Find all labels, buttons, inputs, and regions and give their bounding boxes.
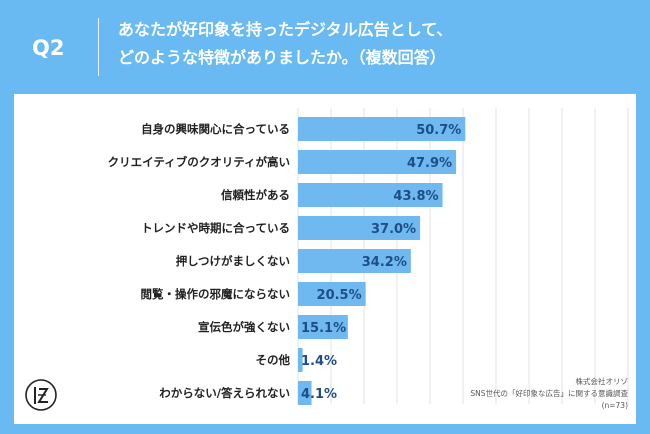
bar [298,117,466,141]
data-label: 47.9% [407,156,452,171]
data-label: 34.2% [362,255,407,270]
data-label: 1.4% [301,354,337,369]
source-sample-size: (n=73) [601,401,628,410]
data-label: 37.0% [371,222,416,237]
question-header: Q2 あなたが好印象を持ったデジタル広告として、 どのような特徴がありましたか。… [0,0,650,90]
bar [298,381,312,405]
question-title: あなたが好印象を持ったデジタル広告として、 どのような特徴がありましたか。（複数… [118,16,452,72]
data-label: 4.1% [301,387,337,402]
source-company: 株式会社オリゾ [575,377,629,386]
question-title-line-2: どのような特徴がありましたか。（複数回答） [118,48,446,67]
bar [298,315,348,339]
category-label: 信頼性がある [221,188,290,202]
category-label: クリエイティブのクオリティが高い [108,155,290,169]
category-label: 押しつけがましくない [176,254,290,268]
company-logo [24,378,58,412]
data-label: 20.5% [317,288,362,303]
category-label: その他 [256,353,291,367]
data-label: 43.8% [393,189,438,204]
category-label: トレンドや時期に合っている [141,221,290,235]
category-label: 自身の興味関心に合っている [141,122,290,136]
bar [298,249,411,273]
question-title-line-1: あなたが好印象を持ったデジタル広告として、 [118,20,453,39]
question-number: Q2 [32,36,65,60]
category-label: 閲覧・操作の邪魔にならない [141,287,291,301]
category-label: 宣伝色が強くない [198,320,290,334]
bar [298,183,443,207]
source-note: 株式会社オリゾ SNS世代の「好印象な広告」に関する意識調査 (n=73) [470,376,628,412]
data-label: 50.7% [416,123,461,138]
header-divider [98,18,99,76]
bar [298,150,457,174]
bar [298,282,366,306]
bar [298,348,303,372]
bar [298,216,421,240]
category-label: わからない/答えられない [159,386,290,400]
data-label: 15.1% [301,321,346,336]
source-survey: SNS世代の「好印象な広告」に関する意識調査 [470,389,628,398]
